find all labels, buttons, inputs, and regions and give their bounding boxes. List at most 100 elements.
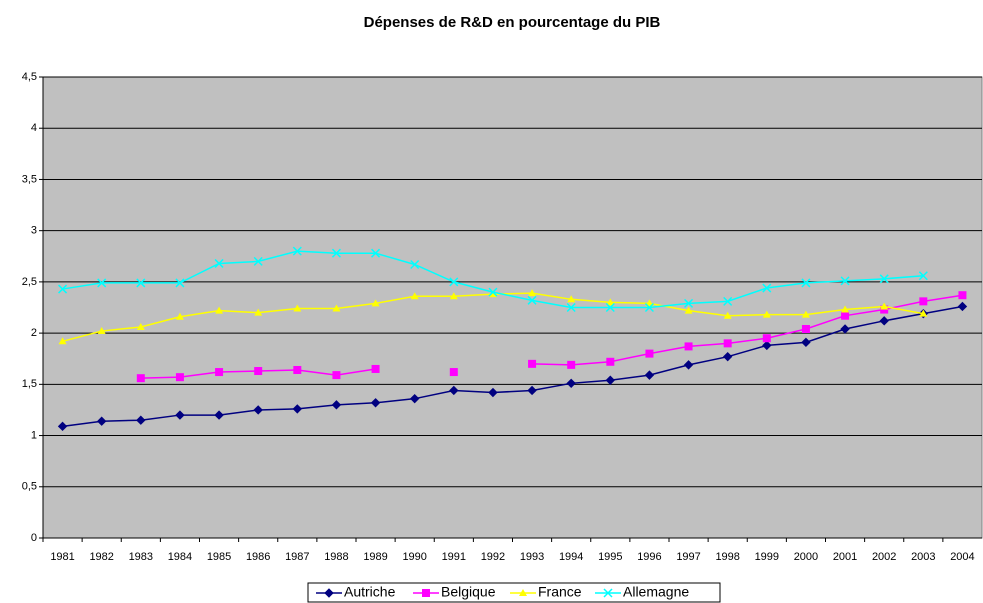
marker (880, 305, 889, 314)
marker (449, 277, 459, 287)
marker (606, 357, 615, 366)
marker (449, 385, 459, 396)
marker (449, 368, 458, 377)
marker (253, 256, 263, 266)
legend-label: France (538, 584, 582, 600)
marker (136, 322, 145, 330)
marker (840, 276, 850, 286)
marker (488, 290, 497, 298)
x-tick-label: 1996 (637, 551, 661, 563)
x-tick-label: 1995 (598, 551, 622, 563)
marker (566, 378, 576, 389)
marker (449, 292, 458, 300)
x-tick-label: 1985 (207, 551, 231, 563)
x-tick-label: 2004 (950, 551, 974, 563)
marker (762, 310, 771, 318)
marker (840, 324, 850, 334)
marker (292, 246, 302, 256)
marker (136, 278, 146, 288)
y-tick-label: 0 (31, 532, 37, 544)
x-tick-label: 1992 (481, 551, 505, 563)
marker (175, 312, 184, 320)
y-tick-label: 3 (31, 225, 37, 237)
x-tick-label: 1990 (402, 551, 426, 563)
marker (214, 410, 224, 420)
marker (371, 299, 380, 307)
marker (422, 589, 430, 597)
marker (762, 340, 772, 351)
x-tick-label: 1997 (676, 551, 700, 563)
marker (527, 295, 537, 305)
y-tick-label: 2 (31, 327, 37, 339)
marker (409, 393, 420, 404)
marker (528, 289, 537, 297)
legend-label: Autriche (344, 584, 396, 600)
marker (723, 311, 732, 319)
legend-label: Allemagne (623, 584, 689, 600)
x-tick-label: 1988 (324, 551, 348, 563)
marker (566, 302, 576, 313)
x-tick-label: 2001 (833, 551, 857, 563)
marker (606, 298, 615, 306)
x-tick-label: 1981 (50, 551, 74, 563)
marker (645, 349, 654, 358)
marker (292, 404, 303, 414)
marker (332, 371, 341, 380)
marker (215, 306, 224, 314)
marker (58, 337, 67, 345)
marker (919, 297, 928, 306)
marker (293, 304, 302, 312)
marker (879, 316, 889, 326)
marker (519, 589, 527, 596)
x-tick-label: 2002 (872, 551, 896, 563)
marker (136, 415, 146, 425)
marker (136, 374, 145, 383)
marker (58, 284, 68, 294)
marker (801, 337, 811, 348)
marker (801, 310, 810, 318)
marker (331, 400, 342, 410)
x-tick-label: 1987 (285, 551, 309, 563)
marker (683, 360, 694, 370)
marker (254, 308, 263, 316)
marker (957, 301, 968, 312)
marker (488, 287, 498, 297)
marker (410, 259, 420, 270)
marker (723, 339, 732, 348)
y-tick-label: 1,5 (22, 378, 37, 390)
marker (324, 588, 334, 598)
y-tick-label: 3,5 (22, 173, 37, 185)
y-tick-label: 0,5 (22, 481, 37, 493)
marker (528, 359, 537, 368)
marker (567, 360, 576, 369)
x-tick-label: 1989 (363, 551, 387, 563)
marker (175, 373, 184, 382)
series-line (62, 305, 963, 428)
marker (332, 304, 341, 312)
marker (684, 342, 693, 351)
marker (762, 334, 771, 343)
marker (605, 302, 615, 313)
marker (331, 248, 341, 258)
marker (841, 311, 850, 320)
marker (527, 385, 537, 396)
x-tick-label: 1982 (89, 551, 113, 563)
marker (958, 291, 967, 300)
marker (762, 283, 772, 293)
x-tick-label: 2000 (794, 551, 818, 563)
marker (96, 416, 107, 426)
marker (644, 370, 655, 380)
x-tick-label: 1999 (755, 551, 779, 563)
marker (723, 296, 733, 306)
marker (175, 410, 185, 420)
marker (175, 278, 185, 288)
x-tick-label: 1993 (520, 551, 544, 563)
marker (215, 368, 224, 377)
legend-label: Belgique (441, 584, 496, 600)
marker (722, 351, 733, 362)
marker (880, 302, 889, 310)
marker (918, 271, 928, 281)
marker (879, 274, 889, 284)
